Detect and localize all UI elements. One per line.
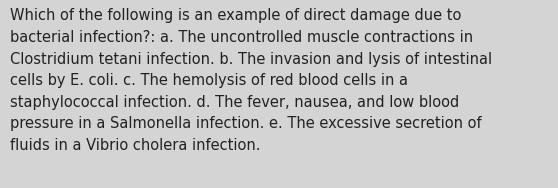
Text: Which of the following is an example of direct damage due to
bacterial infection: Which of the following is an example of …: [10, 8, 492, 153]
